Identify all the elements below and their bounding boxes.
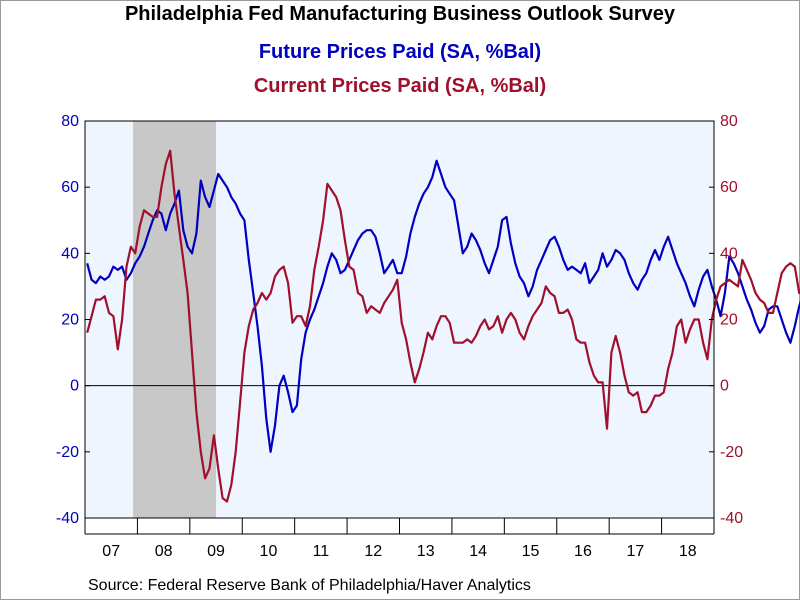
y-right-tick-label: -40 bbox=[720, 510, 743, 527]
y-right-tick-label: 60 bbox=[720, 179, 738, 196]
y-left-tick-label: 20 bbox=[61, 312, 79, 329]
y-right-tick-label: 20 bbox=[720, 312, 738, 329]
y-left-tick-label: -40 bbox=[56, 510, 79, 527]
y-right-tick-label: 80 bbox=[720, 113, 738, 130]
y-left-tick-label: -20 bbox=[56, 444, 79, 461]
x-tick-label: 15 bbox=[522, 543, 540, 560]
x-tick-label: 12 bbox=[364, 543, 382, 560]
x-tick-label: 10 bbox=[260, 543, 278, 560]
y-right-tick-label: 0 bbox=[720, 378, 729, 395]
recession-shading bbox=[133, 121, 217, 518]
x-tick-label: 13 bbox=[417, 543, 435, 560]
source-note: Source: Federal Reserve Bank of Philadel… bbox=[88, 577, 531, 594]
y-left-tick-label: 0 bbox=[70, 378, 79, 395]
series-title-future: Future Prices Paid (SA, %Bal) bbox=[258, 41, 542, 63]
series-line-future-prices bbox=[86, 159, 800, 453]
y-left-tick-label: 60 bbox=[61, 179, 79, 196]
y-left-tick-label: 40 bbox=[61, 245, 79, 262]
chart-title: Philadelphia Fed Manufacturing Business … bbox=[124, 3, 676, 25]
x-tick-label: 07 bbox=[102, 543, 120, 560]
series-line-current-prices bbox=[86, 149, 800, 503]
x-tick-label: 18 bbox=[679, 543, 697, 560]
y-right-tick-label: 40 bbox=[720, 245, 738, 262]
x-tick-label: 16 bbox=[574, 543, 592, 560]
y-left-tick-label: 80 bbox=[61, 113, 79, 130]
x-tick-label: 09 bbox=[207, 543, 225, 560]
x-tick-label: 08 bbox=[155, 543, 173, 560]
y-right-tick-label: -20 bbox=[720, 444, 743, 461]
x-tick-label: 11 bbox=[313, 543, 330, 560]
x-tick-label: 17 bbox=[626, 543, 644, 560]
x-tick-label: 14 bbox=[469, 543, 487, 560]
series-title-current: Current Prices Paid (SA, %Bal) bbox=[253, 75, 547, 97]
